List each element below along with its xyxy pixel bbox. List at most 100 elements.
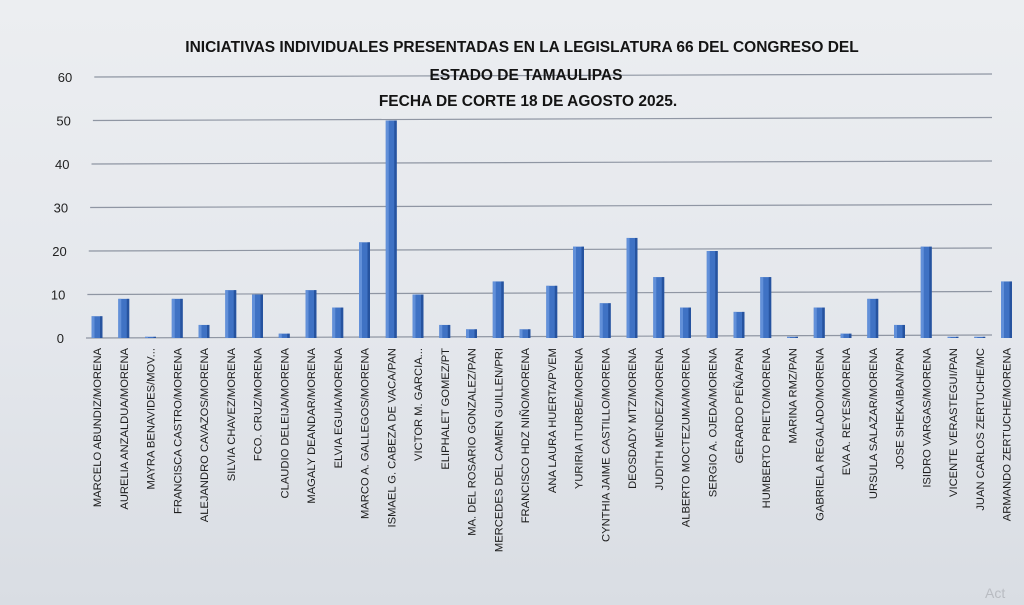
x-category-label: ELVIA EGUIA/MORENA xyxy=(333,347,345,468)
bar-body xyxy=(519,329,531,338)
x-category-label: ISMAEL G. CABEZA DE VACA/PAN xyxy=(386,348,398,527)
bar-highlight xyxy=(439,324,443,338)
bar-shade xyxy=(528,329,531,338)
bar-highlight xyxy=(546,285,550,338)
bar-shade xyxy=(902,324,905,338)
x-category-label: ALEJANDRO CAVAZOS/MORENA xyxy=(199,347,211,522)
bar xyxy=(171,298,183,338)
bar xyxy=(519,329,531,338)
bar-shade xyxy=(1009,281,1012,338)
bar xyxy=(198,324,210,338)
chart-title-line: ESTADO DE TAMAULIPAS xyxy=(430,67,623,84)
bar-highlight xyxy=(225,290,229,338)
bar xyxy=(733,311,745,338)
y-tick-label: 50 xyxy=(56,114,70,129)
x-category-label: GABRIELA REGALADO/MORENA xyxy=(814,347,826,520)
x-category-label: MARINA RMZ/PAN xyxy=(788,348,800,444)
bar-body xyxy=(787,336,798,338)
x-category-label: MAGALY DEANDAR/MORENA xyxy=(306,347,318,503)
bar-shade xyxy=(956,336,959,338)
x-category-label: MERCEDES DEL CAMEN GUILLEN/PRI xyxy=(493,348,505,552)
bar-shade xyxy=(474,329,477,338)
bar xyxy=(492,281,504,338)
x-category-label: MAYRA BENAVIDES/MOV... xyxy=(146,348,158,490)
bar xyxy=(813,307,825,338)
bar xyxy=(225,290,237,338)
bar-highlight xyxy=(573,246,576,338)
bar-body xyxy=(653,277,665,338)
x-category-label: FRANCISCO HDZ NIÑO/MORENA xyxy=(519,347,532,523)
bar xyxy=(332,307,344,338)
gridline-20 xyxy=(88,247,993,252)
bar-highlight xyxy=(626,237,630,338)
x-category-label: DEOSDADY MTZ/MORENA xyxy=(627,347,639,488)
bar-highlight xyxy=(920,246,924,338)
chart-title-line: FECHA DE CORTE 18 DE AGOSTO 2025. xyxy=(379,93,677,110)
bar-shade xyxy=(501,281,504,338)
bar xyxy=(653,277,665,338)
bar-highlight xyxy=(252,294,255,338)
bar xyxy=(385,120,397,338)
x-category-label: MA. DEL ROSARIO GONZALEZ/PAN xyxy=(467,348,479,536)
bar-body xyxy=(706,251,718,338)
bar-body xyxy=(145,336,156,338)
bar-body xyxy=(867,298,879,338)
bar-highlight xyxy=(706,251,710,338)
bar-highlight xyxy=(813,307,817,338)
y-axis-ticks: 0 10 20 30 40 50 60 xyxy=(51,70,72,346)
y-tick-label: 10 xyxy=(51,288,65,303)
bar-body xyxy=(385,120,397,338)
bar-shade xyxy=(180,298,183,338)
bar-shade xyxy=(742,311,745,338)
chart-title: INICIATIVAS INDIVIDUALES PRESENTADAS EN … xyxy=(185,39,858,110)
bar xyxy=(305,290,317,338)
bar-shade xyxy=(822,307,825,338)
x-category-label: GERARDO PEÑA/PAN xyxy=(733,348,746,463)
bar-highlight xyxy=(787,336,790,338)
bar-shade xyxy=(688,307,691,338)
bar-shade xyxy=(635,237,638,338)
bar-body xyxy=(278,333,290,338)
x-category-label: FRANCISCA CASTRO/MORENA xyxy=(172,347,184,514)
bar-body xyxy=(118,298,130,338)
bar xyxy=(1001,281,1012,338)
bar xyxy=(118,298,130,338)
bar-highlight xyxy=(733,311,737,338)
bar-highlight xyxy=(867,298,871,338)
bar-body xyxy=(439,324,451,338)
x-category-label: YURIRIA ITURBE/MORENA xyxy=(574,347,586,489)
bar-body xyxy=(412,294,424,338)
bar-shade xyxy=(929,246,932,338)
x-category-label: VICTOR M. GARCIA... xyxy=(413,348,425,461)
bars xyxy=(91,120,1012,338)
bar xyxy=(145,336,156,338)
bar-highlight xyxy=(278,333,282,338)
x-category-label: VICENTE VERASTEGUI/PAN xyxy=(948,348,960,497)
x-category-label: MARCO A. GALLEGOS/MORENA xyxy=(360,347,372,518)
bar-body xyxy=(466,329,477,338)
bar-shade xyxy=(233,290,237,338)
bar-body xyxy=(974,336,986,338)
bar-shade xyxy=(982,336,986,338)
bar xyxy=(840,333,852,338)
bar-body xyxy=(813,307,825,338)
bar-highlight xyxy=(171,298,175,338)
bar-highlight xyxy=(974,336,978,338)
x-category-label: ANA LAURA HUERTA/PVEM xyxy=(547,348,559,493)
x-category-label: ELIPHALET GOMEZ/PT xyxy=(440,348,452,470)
bar-shade xyxy=(260,294,263,338)
bar-highlight xyxy=(947,336,951,338)
bar xyxy=(252,294,263,338)
bar-body xyxy=(359,242,370,338)
x-category-label: FCO. CRUZ/MORENA xyxy=(253,347,265,461)
bar-body xyxy=(492,281,504,338)
bar-highlight xyxy=(492,281,496,338)
bar-highlight xyxy=(332,307,336,338)
bar-body xyxy=(947,336,959,338)
x-category-label: AURELIA ANZALDUA/MORENA xyxy=(119,347,131,509)
chart-title-line: INICIATIVAS INDIVIDUALES PRESENTADAS EN … xyxy=(185,39,858,56)
bar-shade xyxy=(849,333,852,338)
bar xyxy=(974,336,986,338)
bar-highlight xyxy=(599,303,603,338)
